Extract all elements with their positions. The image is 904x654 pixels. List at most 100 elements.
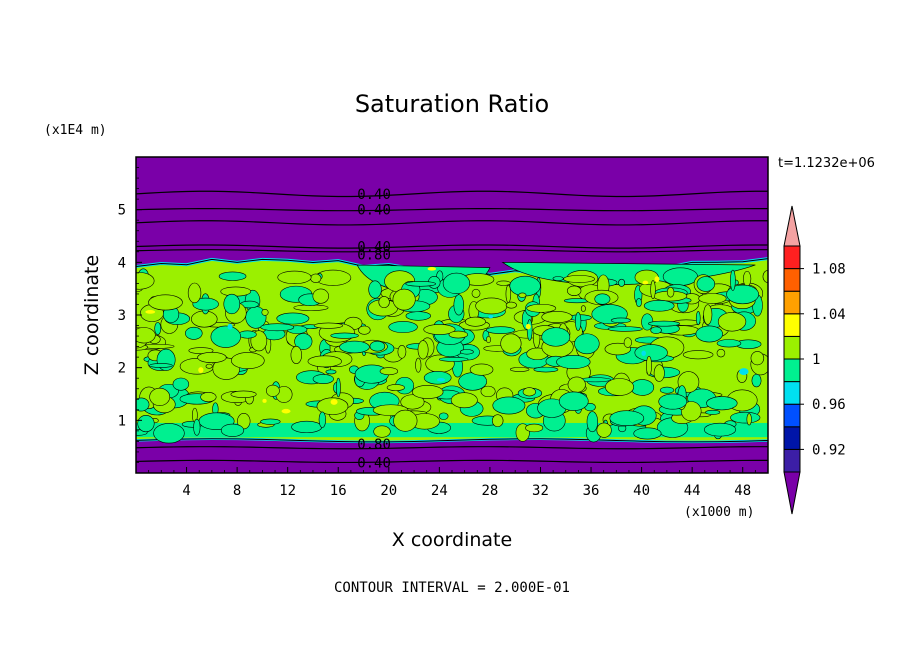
- turbulence-blob: [500, 333, 522, 354]
- x-tick-label: 32: [532, 483, 549, 499]
- colorbar-swatch: [783, 403, 801, 428]
- turbulence-speck: [641, 350, 646, 356]
- turbulence-blob: [695, 325, 723, 343]
- turbulence-blob: [313, 322, 344, 329]
- turbulence-blob: [525, 423, 544, 433]
- turbulence-blob: [533, 366, 559, 373]
- turbulence-speck: [330, 398, 338, 405]
- turbulence-blob: [453, 294, 464, 316]
- turbulence-blob: [558, 391, 589, 411]
- turbulence-blob: [448, 330, 469, 339]
- turbulence-blob: [373, 425, 391, 438]
- turbulence-blob: [526, 303, 557, 313]
- turbulence-blob: [596, 422, 612, 438]
- time-label: t=1.1232e+06: [778, 156, 875, 171]
- colorbar-label: 1: [812, 352, 820, 368]
- x-tick-label: 4: [182, 483, 190, 499]
- turbulence-blob: [154, 322, 162, 335]
- colorbar-label: 1.08: [812, 262, 846, 278]
- y-units-label: (x1E4 m): [44, 123, 107, 138]
- x-axis: 4 8 12 16 20 24 28 32 36 40 44 48: [148, 467, 756, 499]
- turbulence-blob: [526, 319, 533, 341]
- turbulence-blob: [312, 374, 334, 384]
- y-axis: 1 2 3 4 5: [118, 167, 142, 463]
- colorbar-swatch: [783, 335, 801, 360]
- x-tick-label: 16: [330, 483, 347, 499]
- turbulence-blob: [696, 276, 716, 292]
- turbulence-blob: [746, 413, 752, 426]
- turbulence-blob: [294, 333, 313, 350]
- colorbar-swatch: [783, 448, 801, 473]
- turbulence-speck: [198, 367, 204, 373]
- contour-label: 0.40: [357, 187, 391, 203]
- turbulence-blob: [647, 320, 680, 327]
- contour-interval-footer: CONTOUR INTERVAL = 2.000E-01: [334, 580, 570, 596]
- turbulence-blob: [205, 363, 213, 369]
- turbulence-blob: [307, 355, 342, 368]
- y-tick-label: 2: [118, 361, 126, 377]
- turbulence-blob: [136, 397, 150, 412]
- turbulence-blob: [136, 272, 155, 290]
- turbulence-blob: [368, 280, 382, 299]
- turbulence-blob: [149, 387, 171, 406]
- turbulence-blob: [653, 364, 665, 382]
- turbulence-blob: [411, 385, 444, 399]
- turbulence-blob: [541, 311, 573, 324]
- turbulence-blob: [580, 305, 586, 312]
- turbulence-blob: [635, 298, 642, 307]
- turbulence-blob: [230, 390, 257, 398]
- colorbar-label: 0.96: [812, 397, 846, 413]
- turbulence-blob: [505, 301, 517, 309]
- colorbar-label: 1.04: [812, 307, 846, 323]
- turbulence-blob: [705, 409, 721, 415]
- y-axis-label: Z coordinate: [81, 255, 103, 375]
- turbulence-blob: [682, 350, 714, 360]
- turbulence-blob: [442, 272, 471, 295]
- turbulence-blob: [496, 280, 511, 286]
- turbulence-blob: [716, 339, 742, 348]
- cloud-base-contour: [136, 438, 768, 443]
- colorbar: 0.92 0.96 1 1.04 1.08: [783, 205, 846, 515]
- x-tick-label: 48: [734, 483, 751, 499]
- turbulence-blob: [397, 344, 407, 359]
- turbulence-blob: [491, 414, 504, 428]
- turbulence-blob: [318, 411, 327, 428]
- turbulence-speck: [427, 267, 437, 271]
- turbulence-speck: [739, 368, 749, 376]
- turbulence-blob: [469, 363, 494, 376]
- colorbar-swatch: [783, 358, 801, 383]
- turbulence-blob: [505, 284, 512, 303]
- turbulence-blob: [575, 312, 582, 331]
- contour-label: 0.80: [357, 247, 391, 263]
- turbulence-blob: [438, 356, 469, 362]
- turbulence-blob: [566, 285, 582, 296]
- contour-line: [136, 190, 768, 198]
- turbulence-blob: [703, 304, 713, 325]
- turbulence-blob: [450, 392, 478, 409]
- y-tick-label: 5: [118, 203, 126, 219]
- turbulence-blob: [480, 385, 496, 398]
- turbulence-blob: [260, 418, 281, 425]
- turbulence-blob: [316, 397, 349, 415]
- turbulence-blob: [223, 293, 241, 315]
- turbulence-blob: [193, 418, 201, 436]
- contour-line: [136, 446, 768, 450]
- turbulence-blob: [730, 269, 736, 291]
- turbulence-blob: [197, 351, 227, 364]
- turbulence-speck: [436, 377, 446, 382]
- turbulence-blob: [492, 396, 526, 415]
- turbulence-blob: [172, 377, 190, 391]
- turbulence-blob: [148, 294, 183, 311]
- turbulence-blob: [609, 410, 645, 427]
- turbulence-blob: [277, 270, 312, 285]
- turbulence-blob: [238, 330, 257, 339]
- turbulence-blob: [698, 293, 727, 304]
- turbulence-speck: [227, 323, 233, 330]
- turbulence-blob: [423, 371, 452, 385]
- turbulence-blob: [618, 278, 626, 287]
- turbulence-speck: [525, 323, 531, 330]
- turbulence-blob: [464, 316, 486, 327]
- turbulence-blob: [646, 355, 652, 376]
- turbulence-speck: [642, 280, 649, 285]
- turbulence-blob: [136, 327, 156, 344]
